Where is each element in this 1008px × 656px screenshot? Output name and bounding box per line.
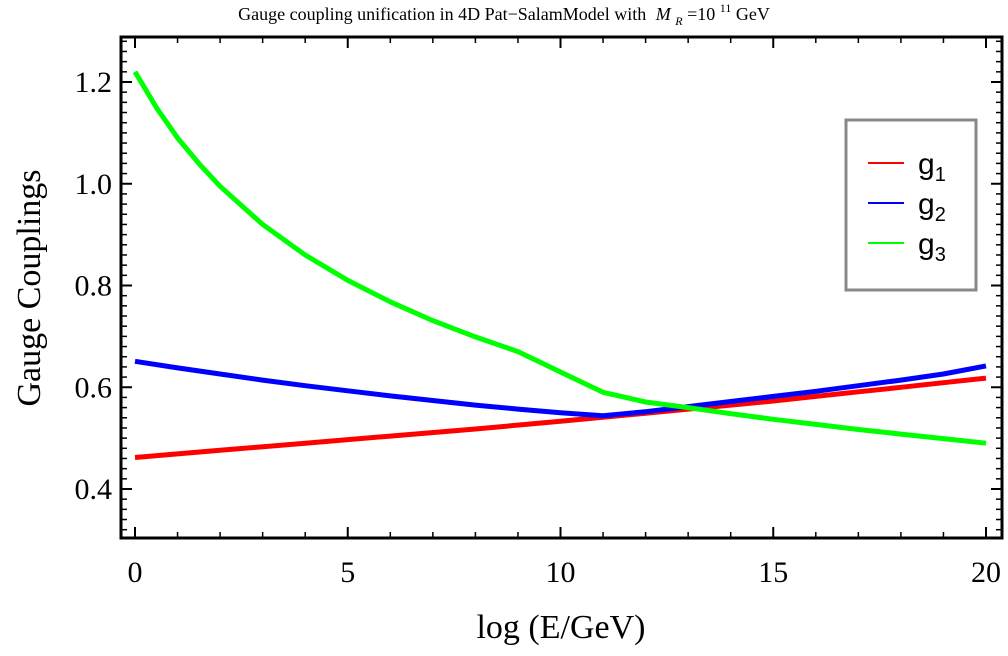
legend-label-g1: g1 — [918, 148, 946, 186]
chart-title-symbol-subscript: R — [674, 14, 683, 28]
legend-box — [844, 118, 978, 292]
tick-labels-layer: 0 5 10 15 20 0.4 0.6 0.8 1.0 1.2 — [75, 66, 1002, 589]
x-tick-label: 0 — [128, 556, 143, 589]
y-axis-label: Gauge Couplings — [11, 169, 48, 406]
series-line-g3 — [132, 70, 987, 446]
y-tick-label: 0.6 — [75, 371, 113, 404]
chart-title-symbol: M — [655, 4, 672, 24]
x-tick-label: 15 — [758, 556, 788, 589]
ticks-layer — [121, 37, 1002, 538]
chart-title-equals: =10 — [687, 4, 715, 24]
y-tick-label: 1.0 — [75, 168, 113, 201]
x-tick-label: 5 — [340, 556, 355, 589]
y-tick-label: 0.8 — [75, 270, 113, 303]
chart-title-text: Gauge coupling unification in 4D Pat−Sal… — [238, 4, 646, 24]
x-axis-label: log (E/GeV) — [476, 609, 645, 646]
chart-title-unit: GeV — [736, 4, 770, 24]
chart-title-exponent: 11 — [720, 1, 732, 15]
legend-label-g3: g3 — [918, 228, 946, 266]
lines-layer — [132, 70, 987, 460]
x-tick-label: 20 — [971, 556, 1001, 589]
series-line-g2 — [134, 358, 987, 419]
y-tick-label: 0.4 — [75, 473, 113, 506]
y-tick-label: 1.2 — [75, 66, 113, 99]
x-tick-label: 10 — [546, 556, 576, 589]
legend-label-g2: g2 — [918, 188, 946, 226]
series-line-g1 — [134, 375, 987, 460]
chart-title: Gauge coupling unification in 4D Pat−Sal… — [238, 0, 770, 29]
